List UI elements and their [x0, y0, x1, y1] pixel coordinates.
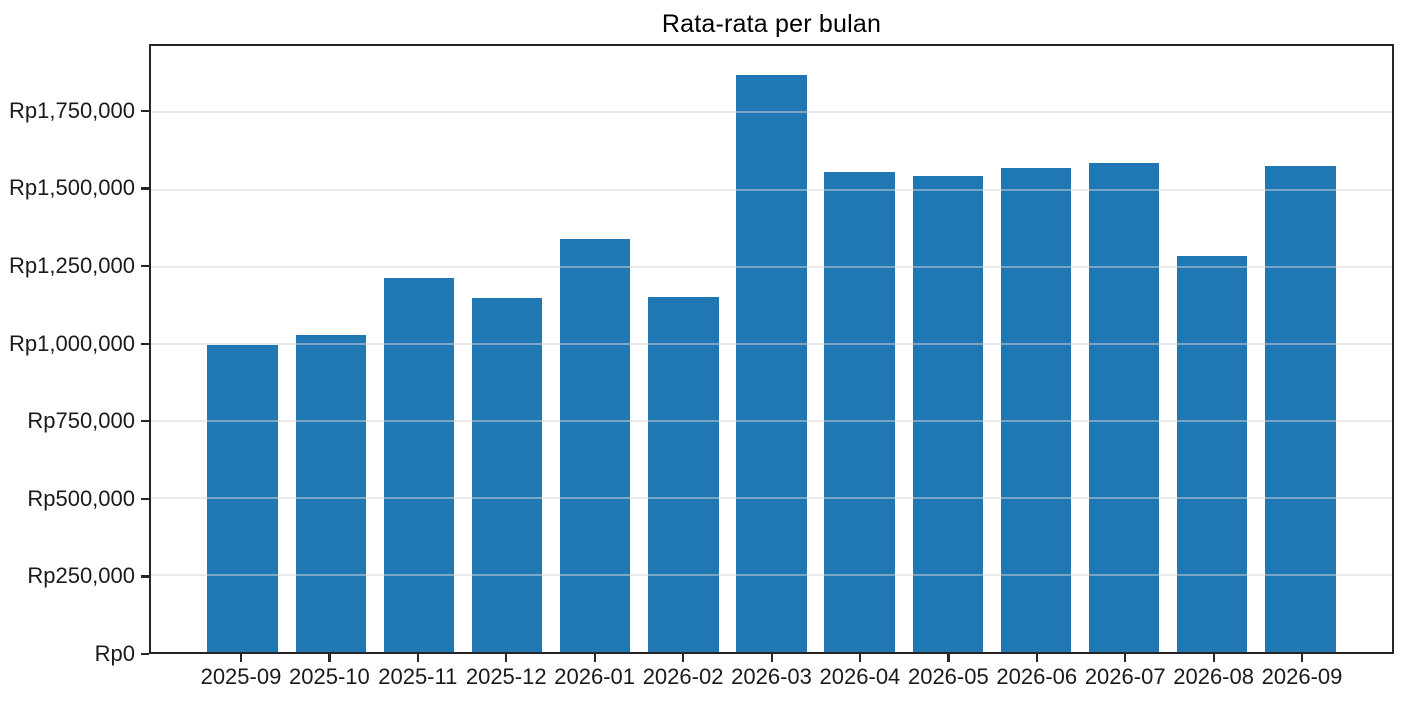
y-tick-label: Rp1,250,000: [9, 253, 135, 279]
y-tick-label: Rp1,750,000: [9, 97, 135, 123]
x-tick-mark: [239, 654, 243, 662]
x-tick-mark: [593, 654, 596, 662]
bar-2026-07: [1088, 163, 1160, 652]
bar-2026-08: [1176, 256, 1248, 652]
x-tick-mark: [505, 654, 508, 662]
y-tick-mark: [141, 187, 149, 190]
x-tick-label: 2026-08: [1173, 664, 1254, 689]
y-tick-label: Rp1,000,000: [9, 330, 135, 356]
x-tick-label: 2026-01: [554, 664, 636, 689]
bar-2025-11: [383, 278, 455, 652]
x-tick-mark: [416, 654, 419, 662]
x-tick-label: 2026-07: [1084, 664, 1166, 689]
x-tick-mark: [1212, 654, 1215, 662]
x-tick-label: 2026-04: [819, 664, 901, 689]
x-tick-label: 2026-05: [907, 664, 989, 689]
bar-2026-02: [648, 296, 719, 652]
y-tick-mark: [141, 420, 149, 423]
y-tick-label: Rp750,000: [27, 408, 135, 434]
bar-2025-10: [295, 334, 367, 652]
y-tick-label: Rp250,000: [27, 563, 135, 589]
x-tick-label: 2026-02: [642, 664, 724, 689]
x-tick-mark: [947, 654, 950, 662]
bar-2025-09: [207, 345, 278, 652]
bar-2025-12: [471, 297, 543, 652]
x-tick-mark: [328, 654, 331, 662]
bar-2026-05: [912, 176, 984, 652]
plot-area: [149, 44, 1394, 654]
x-tick-mark: [858, 654, 862, 662]
x-tick-mark: [1035, 654, 1038, 662]
chart-title: Rata-rata per bulan: [661, 10, 882, 38]
y-tick-mark: [141, 342, 149, 345]
x-tick-mark: [1124, 654, 1127, 662]
y-tick-mark: [141, 653, 149, 656]
y-tick-label: Rp0: [94, 641, 135, 666]
x-tick-label: 2025-12: [465, 664, 547, 689]
x-tick-mark: [770, 654, 773, 662]
y-tick-mark: [141, 497, 149, 501]
x-tick-label: 2025-10: [289, 664, 370, 689]
bar-2026-09: [1265, 165, 1336, 652]
bar-2026-06: [1000, 168, 1072, 652]
y-tick-mark: [141, 109, 149, 113]
bar-2026-04: [824, 171, 895, 652]
y-tick-mark: [141, 265, 149, 268]
y-tick-label: Rp1,500,000: [9, 175, 135, 201]
x-tick-mark: [682, 654, 685, 662]
y-tick-label: Rp500,000: [27, 485, 135, 511]
bar-2026-01: [559, 239, 631, 652]
x-tick-label: 2026-09: [1261, 664, 1343, 689]
x-tick-label: 2025-09: [200, 664, 282, 689]
x-tick-label: 2025-11: [378, 664, 458, 689]
bar-2026-03: [736, 74, 807, 652]
x-tick-mark: [1301, 654, 1304, 662]
x-tick-label: 2026-06: [996, 664, 1078, 689]
x-tick-label: 2026-03: [731, 664, 812, 689]
y-tick-mark: [141, 575, 149, 578]
